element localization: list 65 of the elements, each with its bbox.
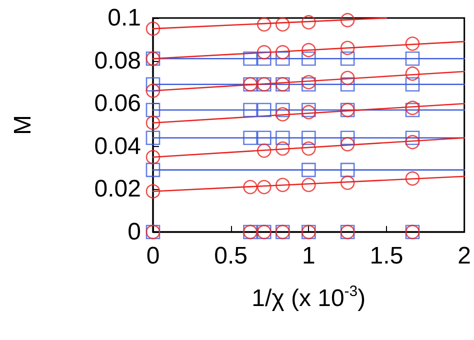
point: [405, 52, 420, 66]
point: [276, 130, 290, 145]
point: [405, 36, 420, 51]
y-tick-label: 0.1: [108, 4, 141, 32]
point: [405, 134, 420, 150]
point: [340, 137, 355, 152]
point: [302, 141, 316, 156]
y-tick-label: 0.04: [94, 132, 141, 160]
point: [302, 162, 316, 178]
y-tick-label: 0: [128, 218, 141, 246]
point: [405, 171, 420, 186]
point: [302, 42, 316, 58]
point: [276, 102, 290, 118]
point: [302, 102, 316, 118]
point: [257, 144, 272, 158]
point: [340, 130, 355, 145]
point: [302, 178, 316, 192]
point: [243, 180, 258, 194]
point: [276, 178, 290, 192]
point: [405, 66, 420, 81]
point: [340, 52, 355, 66]
point: [146, 84, 160, 98]
point: [276, 17, 290, 32]
point: [340, 40, 355, 56]
point: [276, 52, 290, 66]
point: [146, 184, 160, 198]
point: [302, 15, 316, 30]
point: [146, 130, 160, 145]
point: [302, 130, 316, 145]
point: [340, 70, 355, 86]
x-tick-label: 0.5: [214, 242, 248, 270]
x-tick-label: 0: [146, 242, 160, 270]
point: [146, 77, 160, 92]
x-tick-label: 2: [458, 242, 472, 270]
point: [256, 52, 272, 66]
y-tick-label: 0.02: [94, 176, 141, 203]
point: [405, 77, 420, 92]
point: [257, 45, 272, 60]
point: [276, 107, 290, 122]
point: [256, 130, 272, 145]
point: [243, 52, 258, 66]
point: [146, 150, 160, 164]
point: [146, 102, 160, 118]
point: [243, 130, 258, 145]
point: [340, 77, 355, 92]
point: [257, 180, 272, 194]
x-tick-label: 1: [302, 242, 316, 270]
point: [405, 130, 420, 145]
point: [146, 22, 160, 36]
point: [146, 116, 160, 130]
point: [302, 105, 316, 120]
point: [302, 52, 316, 66]
point: [276, 141, 290, 156]
y-tick-label: 0.06: [94, 90, 141, 118]
point: [340, 176, 355, 190]
point: [257, 17, 272, 32]
x-tick-label: 1.5: [370, 242, 404, 270]
y-axis-title: M: [10, 115, 36, 135]
y-tick-label: 0.08: [94, 47, 141, 74]
point: [340, 12, 355, 28]
point: [256, 102, 272, 118]
point: [146, 162, 160, 178]
point: [243, 102, 258, 118]
point: [276, 45, 290, 60]
point: [340, 162, 355, 178]
